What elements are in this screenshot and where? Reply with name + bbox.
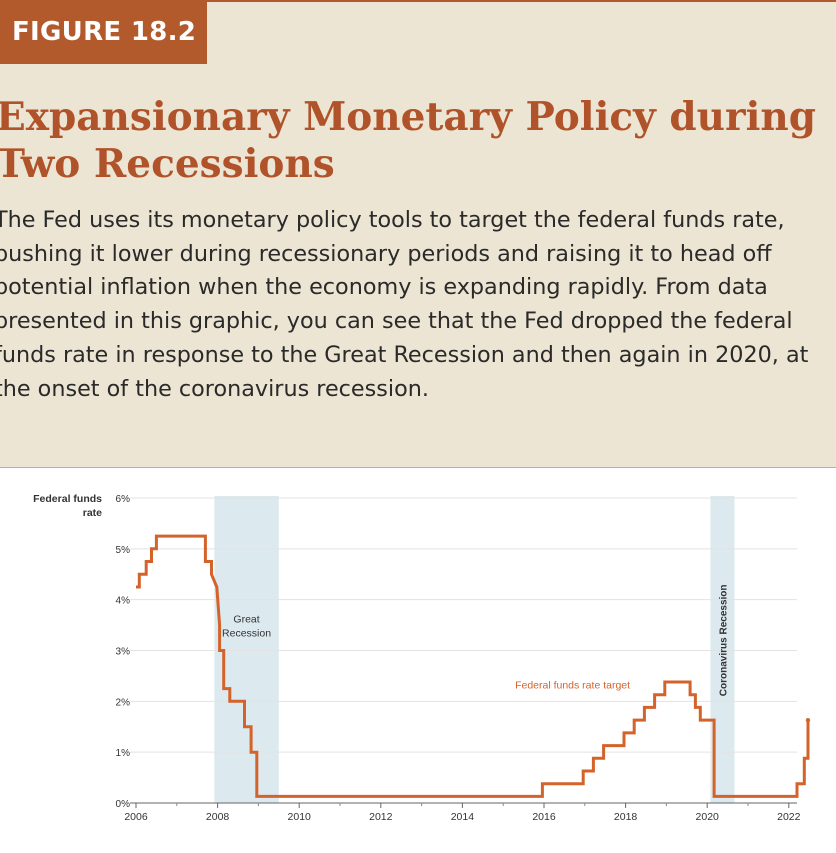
y-tick-label: 3% — [116, 647, 131, 658]
x-tick-label: 2010 — [288, 811, 312, 823]
chart-panel: 0% 1% 2% 3% 4% 5% 6% 2006 2008 2010 2012 2014 2016 20… — [0, 467, 836, 853]
y-tick-label: 4% — [116, 596, 131, 607]
great-recession-label-line2: Recession — [222, 628, 271, 640]
y-tick-label: 5% — [116, 545, 131, 556]
x-tick-label: 2022 — [777, 811, 801, 823]
series-label: Federal funds rate target — [515, 680, 630, 692]
x-tick-label: 2014 — [451, 811, 475, 823]
x-tick-label: 2020 — [696, 811, 720, 823]
figure-description: The Fed uses its monetary policy tools t… — [0, 207, 809, 402]
x-tick-label: 2012 — [369, 811, 393, 823]
figure-badge: FIGURE 18.2 — [0, 0, 207, 64]
x-tick-label: 2018 — [614, 811, 638, 823]
y-tick-label: 6% — [116, 494, 131, 505]
y-tick-label: 1% — [116, 748, 131, 759]
top-rule — [207, 0, 836, 2]
fed-funds-rate-line — [136, 534, 810, 798]
fed-funds-chart: 0% 1% 2% 3% 4% 5% 6% 2006 2008 2010 2012 2014 2016 20… — [33, 493, 811, 823]
x-tick-label: 2006 — [124, 811, 148, 823]
figure-title: Expansionary Monetary Policy during Two … — [0, 94, 817, 187]
y-tick-label: 0% — [116, 799, 131, 810]
y-axis-label-line2: rate — [83, 507, 102, 519]
great-recession-label-line1: Great — [233, 614, 259, 626]
y-tick-label: 2% — [116, 697, 131, 708]
series-end-point — [805, 717, 811, 723]
x-tick-label: 2008 — [206, 811, 230, 823]
x-tick-label: 2016 — [532, 811, 556, 823]
coronavirus-recession-label: Coronavirus Recession — [719, 584, 730, 696]
y-axis-label-line1: Federal funds — [33, 493, 102, 505]
